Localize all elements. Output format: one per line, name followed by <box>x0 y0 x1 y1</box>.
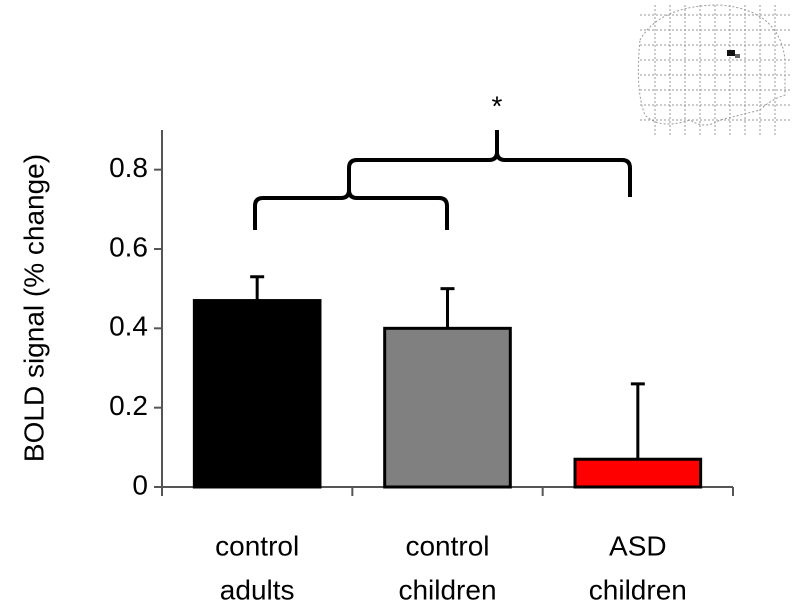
x-tick-label: children <box>398 574 496 605</box>
brain-activation <box>735 54 740 58</box>
bar <box>383 326 512 489</box>
y-axis-label: BOLD signal (% change) <box>18 154 49 462</box>
significance-star: * <box>492 90 503 121</box>
brain-activation <box>727 50 735 56</box>
x-tick-label: adults <box>220 574 295 605</box>
x-tick-label: ASD <box>609 530 667 561</box>
y-tick-label: 0.6 <box>109 231 148 262</box>
y-tick-label: 0.2 <box>109 390 148 421</box>
bar <box>573 457 703 489</box>
x-tick-label: control <box>215 530 299 561</box>
brain-inset <box>637 4 790 135</box>
x-tick-label: children <box>589 574 687 605</box>
y-tick-label: 0.4 <box>109 311 148 342</box>
y-tick-label: 0.8 <box>109 152 148 183</box>
bar <box>192 299 322 489</box>
x-tick-label: control <box>405 530 489 561</box>
y-tick-label: 0 <box>132 469 148 500</box>
significance-bracket <box>253 130 632 230</box>
